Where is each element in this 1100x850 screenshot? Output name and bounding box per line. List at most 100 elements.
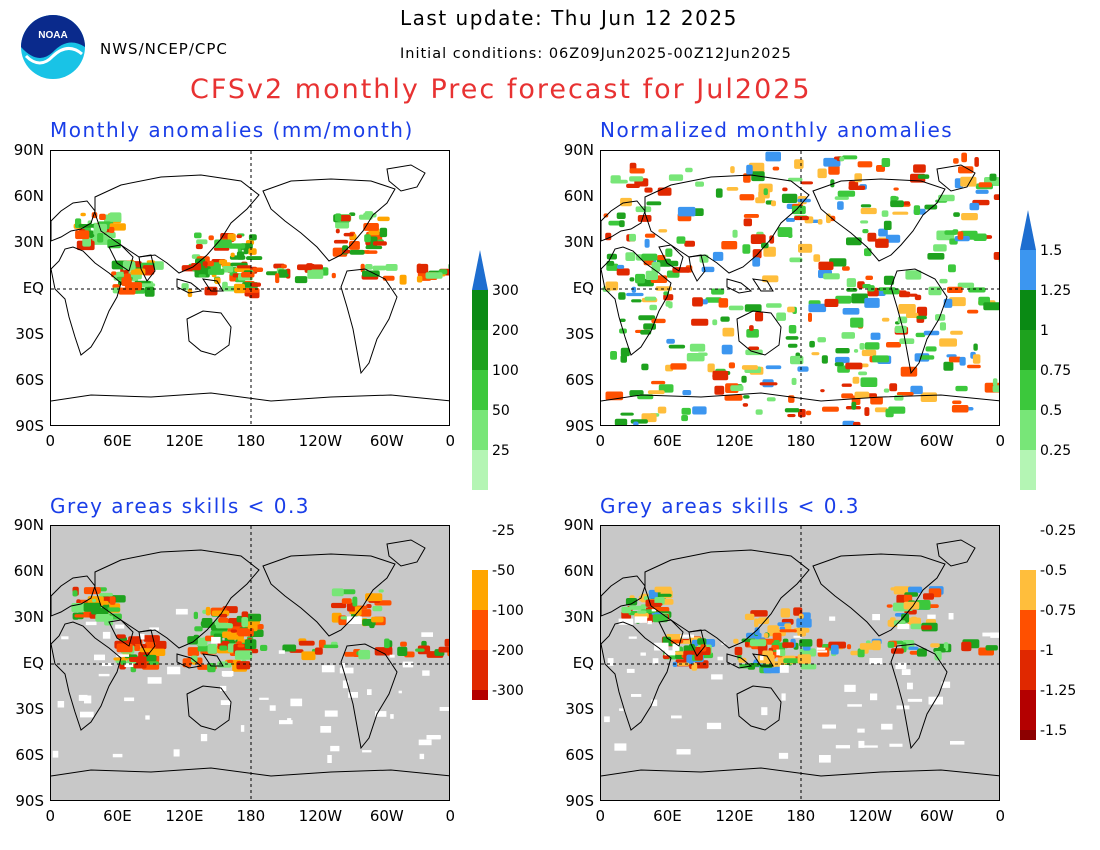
lat-label: 30N	[563, 608, 594, 626]
colorbar-label: 0.75	[1040, 363, 1071, 379]
colorbar-swatch	[1020, 650, 1036, 690]
map-plot	[51, 526, 449, 800]
lon-label: 180	[236, 807, 266, 825]
lon-label: 180	[236, 432, 266, 450]
lat-label: 30S	[565, 325, 594, 343]
lon-label: 120E	[165, 807, 204, 825]
colorbar-mm: 300 200 100 50 25 -25 -50 -100 -200 -300	[472, 250, 524, 700]
lat-label: 90S	[15, 417, 44, 435]
lon-label: 0	[595, 432, 606, 450]
lon-label: 0	[995, 807, 1006, 825]
colorbar-swatch	[472, 370, 488, 410]
lon-label: 180	[786, 432, 816, 450]
colorbar-label: -300	[492, 683, 524, 699]
colorbar-swatch	[1020, 610, 1036, 650]
colorbar-label: -1.25	[1040, 683, 1076, 699]
lat-label: 90N	[13, 141, 44, 159]
lon-label: 0	[445, 432, 456, 450]
lat-label: 60N	[13, 562, 44, 580]
colorbar-swatch	[1020, 570, 1036, 610]
colorbar-swatch	[472, 610, 488, 650]
colorbar-swatch	[1020, 290, 1036, 330]
lat-label: EQ	[22, 654, 44, 672]
colorbar-swatch	[1020, 690, 1036, 730]
lat-label: 60S	[15, 746, 44, 764]
colorbar-label: -50	[492, 563, 515, 579]
lon-label: 0	[595, 807, 606, 825]
figure-title: CFSv2 monthly Prec forecast for Jul2025	[190, 74, 812, 105]
lon-label: 120W	[848, 432, 893, 450]
noaa-logo: NOAA	[21, 15, 85, 79]
colorbar-label: 100	[492, 363, 519, 379]
lon-label: 0	[995, 432, 1006, 450]
logo-text: NOAA	[38, 30, 67, 41]
lat-label: EQ	[22, 279, 44, 297]
colorbar-swatch	[1020, 330, 1036, 370]
anomaly-patches	[71, 586, 449, 673]
colorbar-label: -100	[492, 603, 524, 619]
lon-label: 60W	[369, 807, 404, 825]
colorbar-label: 25	[492, 443, 510, 459]
lon-label: 120E	[715, 807, 754, 825]
lat-label: 30N	[13, 233, 44, 251]
panel-title-anom-skill: Grey areas skills < 0.3	[50, 494, 311, 518]
panel-title-norm: Normalized monthly anomalies	[600, 118, 954, 142]
org-label: NWS/NCEP/CPC	[100, 40, 228, 58]
colorbar-swatch	[1020, 250, 1036, 290]
initial-conditions: Initial conditions: 06Z09Jun2025-00Z12Ju…	[400, 46, 792, 62]
lon-label: 0	[445, 807, 456, 825]
lon-label: 0	[45, 807, 56, 825]
lat-label: 60N	[13, 187, 44, 205]
colorbar-label: -1.5	[1040, 723, 1067, 739]
colorbar-swatch	[472, 330, 488, 370]
lat-label: 60N	[563, 562, 594, 580]
colorbar-label: 50	[492, 403, 510, 419]
colorbar-swatch	[472, 410, 488, 450]
map-panel-anom	[50, 150, 450, 426]
colorbar-swatch	[472, 290, 488, 330]
map-panel-norm	[600, 150, 1000, 426]
lat-label: 30N	[13, 608, 44, 626]
colorbar-label: 0.25	[1040, 443, 1071, 459]
skill-white-areas	[604, 609, 999, 763]
lat-label: 90S	[565, 417, 594, 435]
colorbar-label: -0.75	[1040, 603, 1076, 619]
colorbar-swatch	[472, 570, 488, 610]
lon-label: 120E	[165, 432, 204, 450]
lat-label: 30N	[563, 233, 594, 251]
lon-label: 0	[45, 432, 56, 450]
colorbar-label: -200	[492, 643, 524, 659]
colorbar-swatch	[472, 650, 488, 690]
lon-label: 60E	[103, 432, 132, 450]
colorbar-label: 1	[1040, 323, 1049, 339]
lat-label: 90S	[15, 792, 44, 810]
colorbar-label: -0.25	[1040, 523, 1076, 539]
colorbar-label: -1	[1040, 643, 1054, 659]
map-panel-anom-skill	[50, 525, 450, 801]
colorbar-swatch	[472, 690, 488, 700]
lon-label: 60W	[919, 432, 954, 450]
coastlines	[601, 539, 999, 777]
map-panel-norm-skill	[600, 525, 1000, 801]
lat-label: 60S	[565, 746, 594, 764]
coastlines	[51, 164, 449, 402]
lat-label: 30S	[565, 700, 594, 718]
map-plot	[601, 526, 999, 800]
last-update: Last update: Thu Jun 12 2025	[400, 6, 738, 30]
coastlines	[51, 539, 449, 777]
colorbar-label: 0.5	[1040, 403, 1062, 419]
lon-label: 120W	[298, 432, 343, 450]
lon-label: 60W	[919, 807, 954, 825]
coastlines	[601, 164, 999, 402]
lon-label: 60E	[103, 807, 132, 825]
lon-label: 60E	[653, 807, 682, 825]
colorbar-swatch	[1020, 410, 1036, 450]
lon-label: 120W	[848, 807, 893, 825]
lat-label: 90N	[563, 516, 594, 534]
colorbar-swatch	[1020, 370, 1036, 410]
lat-label: 60N	[563, 187, 594, 205]
colorbar-top-arrow	[1020, 210, 1036, 250]
colorbar-swatch	[472, 450, 488, 490]
lat-label: 30S	[15, 700, 44, 718]
lon-label: 120W	[298, 807, 343, 825]
